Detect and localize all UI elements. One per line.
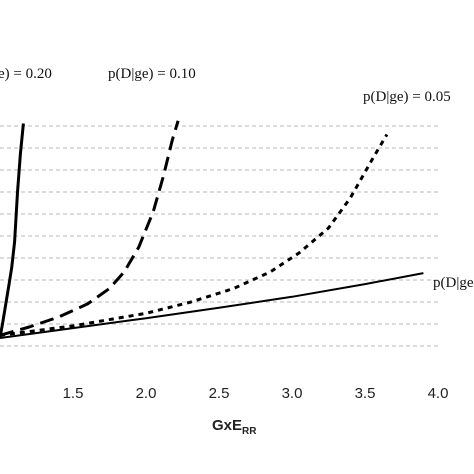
series-label-4: p(D|ge [433, 275, 474, 291]
series-labels: e) = 0.20 p(D|ge) = 0.10 p(D|ge) = 0.05 p(D… [0, 66, 474, 291]
x-axis-title-main: GxE [212, 417, 242, 434]
series-line-2 [0, 120, 180, 337]
series-line-1 [0, 123, 25, 339]
x-axis-ticks: 1.5 2.0 2.5 3.0 3.5 4.0 [63, 385, 449, 402]
series-lines [0, 120, 424, 339]
x-tick-label: 2.5 [209, 385, 230, 402]
x-axis-title-subscript: RR [242, 426, 257, 437]
x-tick-label: 1.5 [63, 385, 84, 402]
series-line-4 [0, 272, 424, 339]
x-tick-label: 3.5 [355, 385, 376, 402]
x-tick-label: 3.0 [282, 385, 303, 402]
series-label-2: p(D|ge) = 0.10 [108, 66, 196, 82]
series-line-3 [0, 133, 389, 337]
x-tick-label: 2.0 [136, 385, 157, 402]
series-label-1: e) = 0.20 [0, 66, 52, 82]
gridlines [0, 125, 438, 347]
x-axis-title: GxERR [212, 417, 257, 437]
series-label-3: p(D|ge) = 0.05 [363, 89, 451, 105]
x-tick-label: 4.0 [428, 385, 449, 402]
